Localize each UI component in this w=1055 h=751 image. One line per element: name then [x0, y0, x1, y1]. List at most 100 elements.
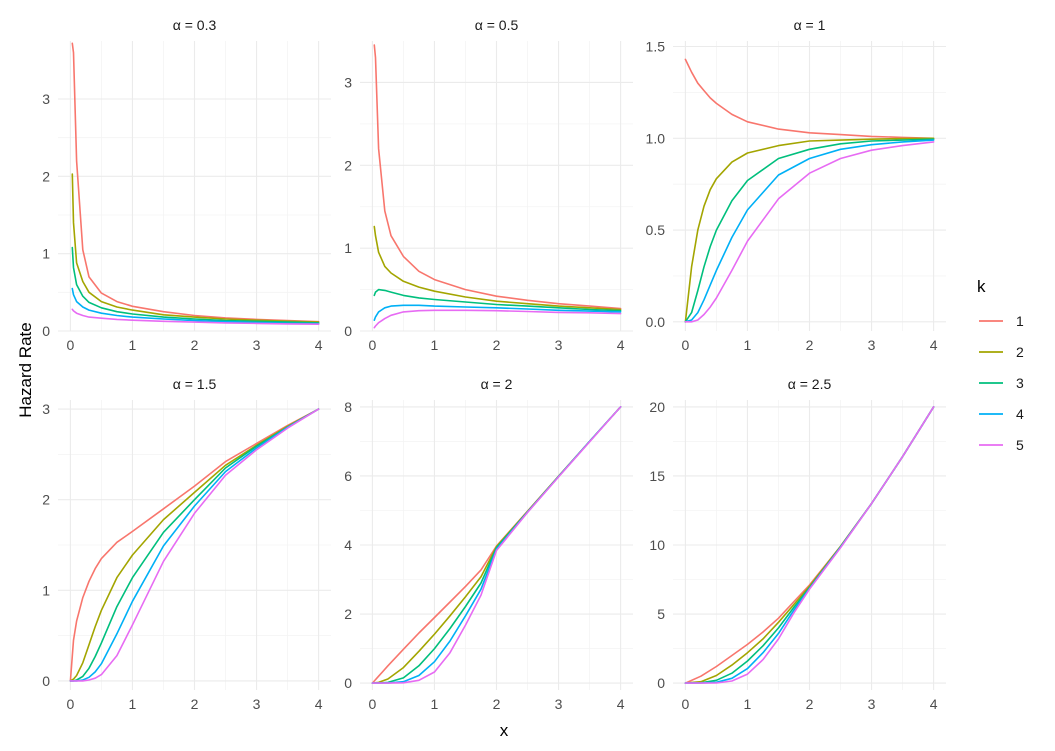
y-tick-label: 15 — [649, 468, 665, 484]
series-line-k2 — [69, 408, 320, 682]
series-line-k5 — [71, 308, 320, 326]
y-tick-label: 1 — [42, 582, 50, 598]
panel-1: 0 1 2 3 4 0 1 2 3 α = 0.3 — [42, 17, 331, 353]
y-tick-label: 0 — [344, 323, 352, 339]
y-tick-label: 0 — [657, 675, 665, 691]
y-tick-label: 10 — [649, 537, 665, 553]
facet-panels: 0 1 2 3 4 0 1 2 3 α = 0.3 0 1 2 3 4 0 1 2 3 α = 0.5 0 1 2 3 4 0.0… — [42, 17, 946, 712]
y-tick-label: 0.5 — [646, 222, 666, 238]
x-tick-label: 4 — [617, 337, 625, 353]
legend-label: 2 — [1016, 344, 1024, 360]
series-line-k4 — [684, 139, 935, 323]
y-tick-label: 8 — [344, 399, 352, 415]
panel-3: 0 1 2 3 4 0.0 0.5 1.0 1.5 α = 1 — [646, 17, 946, 353]
panel-title: α = 0.3 — [173, 17, 217, 33]
legend-items: 1 2 3 4 5 — [979, 313, 1024, 453]
x-tick-label: 4 — [930, 337, 938, 353]
y-tick-label: 5 — [657, 606, 665, 622]
y-tick-label: 3 — [42, 91, 50, 107]
series-line-k2 — [684, 137, 935, 323]
y-tick-label: 0 — [42, 323, 50, 339]
series-line-k2 — [71, 173, 320, 323]
legend-label: 1 — [1016, 313, 1024, 329]
y-tick-label: 1 — [344, 240, 352, 256]
panel-2: 0 1 2 3 4 0 1 2 3 α = 0.5 — [344, 17, 633, 353]
legend: k 1 2 3 4 5 — [977, 277, 1024, 453]
x-tick-label: 1 — [129, 696, 137, 712]
x-tick-label: 3 — [868, 696, 876, 712]
x-tick-label: 0 — [369, 696, 377, 712]
panel-4: 0 1 2 3 4 0 1 2 3 α = 1.5 — [42, 376, 331, 712]
x-tick-label: 3 — [555, 696, 563, 712]
y-tick-label: 2 — [344, 157, 352, 173]
y-tick-label: 1 — [42, 246, 50, 262]
x-tick-label: 3 — [555, 337, 563, 353]
x-tick-label: 3 — [868, 337, 876, 353]
series-line-k4 — [373, 304, 622, 322]
x-tick-label: 1 — [744, 696, 752, 712]
y-tick-label: 3 — [344, 74, 352, 90]
y-tick-label: 20 — [649, 399, 665, 415]
legend-item: 3 — [979, 375, 1024, 391]
y-tick-label: 0 — [344, 675, 352, 691]
x-tick-label: 0 — [682, 696, 690, 712]
x-tick-label: 2 — [493, 696, 501, 712]
panel-title: α = 1.5 — [173, 376, 217, 392]
y-tick-label: 0 — [42, 673, 50, 689]
x-tick-label: 0 — [67, 337, 75, 353]
series-line-k5 — [69, 408, 320, 682]
series-line-k1 — [373, 44, 622, 310]
series-line-k5 — [371, 406, 622, 684]
panel-title: α = 0.5 — [475, 17, 519, 33]
x-tick-label: 0 — [682, 337, 690, 353]
legend-label: 5 — [1016, 437, 1024, 453]
legend-item: 4 — [979, 406, 1024, 422]
x-tick-label: 2 — [191, 696, 199, 712]
x-tick-label: 2 — [806, 696, 814, 712]
series-line-k5 — [684, 406, 935, 684]
x-tick-label: 4 — [930, 696, 938, 712]
y-tick-label: 2 — [344, 606, 352, 622]
legend-item: 2 — [979, 344, 1024, 360]
series-line-k5 — [684, 141, 935, 323]
panel-title: α = 2.5 — [788, 376, 832, 392]
panel-5: 0 1 2 3 4 0 2 4 6 8 α = 2 — [344, 376, 633, 712]
series-line-k4 — [71, 287, 320, 325]
panel-title: α = 2 — [481, 376, 513, 392]
y-tick-label: 2 — [42, 168, 50, 184]
series-line-k1 — [69, 408, 320, 682]
y-tick-label: 6 — [344, 468, 352, 484]
panel-6: 0 1 2 3 4 0 5 10 15 20 α = 2.5 — [649, 376, 946, 712]
series-line-k3 — [373, 288, 622, 312]
panel-title: α = 1 — [794, 17, 826, 33]
x-tick-label: 4 — [617, 696, 625, 712]
legend-label: 3 — [1016, 375, 1024, 391]
x-tick-label: 3 — [253, 696, 261, 712]
x-tick-label: 0 — [369, 337, 377, 353]
x-axis-title: x — [500, 721, 509, 740]
x-tick-label: 3 — [253, 337, 261, 353]
y-tick-label: 1.0 — [646, 130, 666, 146]
series-line-k3 — [684, 138, 935, 323]
x-tick-label: 2 — [493, 337, 501, 353]
x-tick-label: 1 — [129, 337, 137, 353]
x-tick-label: 4 — [315, 696, 323, 712]
x-tick-label: 1 — [431, 696, 439, 712]
series-line-k1 — [684, 58, 935, 140]
x-tick-label: 0 — [67, 696, 75, 712]
y-tick-label: 0.0 — [646, 314, 666, 330]
y-tick-label: 3 — [42, 401, 50, 417]
series-line-k2 — [373, 225, 622, 311]
series-line-k5 — [373, 309, 622, 329]
y-tick-label: 1.5 — [646, 39, 666, 55]
series-line-k1 — [71, 42, 320, 323]
legend-label: 4 — [1016, 406, 1024, 422]
series-line-k3 — [69, 408, 320, 682]
y-tick-label: 2 — [42, 492, 50, 508]
legend-item: 5 — [979, 437, 1024, 453]
x-tick-label: 2 — [191, 337, 199, 353]
x-tick-label: 2 — [806, 337, 814, 353]
x-tick-label: 1 — [431, 337, 439, 353]
y-axis-title: Hazard Rate — [16, 322, 35, 417]
